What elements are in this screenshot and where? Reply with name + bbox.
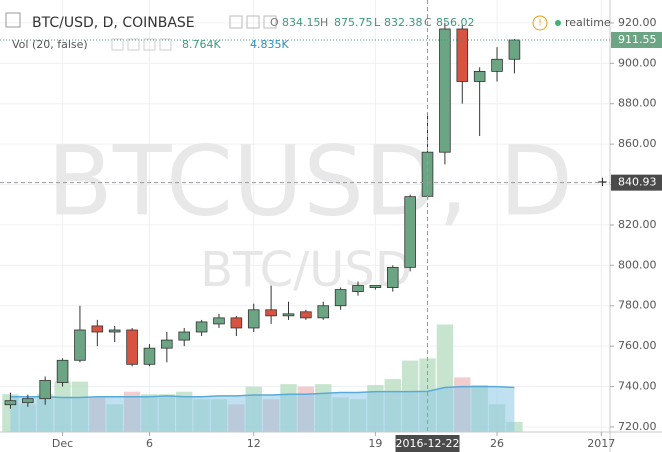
crosshair-price-box: [611, 174, 662, 191]
y-tick-label: 880.00: [618, 97, 657, 110]
candle-body: [4, 400, 17, 406]
high-value: 875.75: [334, 16, 373, 29]
candle-body: [404, 196, 416, 268]
price-labels: 911.55 + 840.93 2016-12-22: [395, 31, 662, 452]
crosshair-date-label: 2016-12-22: [396, 437, 460, 450]
volume-ma-area: [10, 386, 515, 432]
candle-body: [265, 309, 277, 317]
close-label: C: [424, 16, 432, 29]
candle-body: [369, 285, 382, 288]
y-tick-label: 720.00: [618, 420, 657, 433]
candle-body: [473, 70, 486, 82]
volume-ma-value: 4.835K: [250, 38, 289, 51]
status-text: realtime: [565, 16, 611, 29]
y-tick-label: 900.00: [618, 56, 657, 69]
open-label: O: [270, 16, 279, 29]
open-value: 834.15: [282, 16, 321, 29]
y-tick-label: 860.00: [618, 137, 657, 150]
x-tick-label: 2017: [587, 437, 615, 450]
low-label: L: [374, 16, 381, 29]
candle-body: [300, 311, 312, 319]
candle-body: [108, 329, 121, 333]
candle-body: [161, 339, 173, 349]
candle-body: [195, 321, 208, 333]
x-tick-label: 12: [247, 437, 261, 450]
candles: [0, 0, 610, 432]
crosshair-price-label: 840.93: [618, 176, 657, 189]
candle-body: [230, 317, 243, 329]
y-tick-label: 800.00: [618, 258, 657, 271]
candle-body: [22, 398, 34, 404]
volume-ma-line: [10, 385, 515, 399]
low-value: 832.38: [384, 16, 423, 29]
x-tick-label: 26: [490, 437, 504, 450]
candle-body: [126, 329, 138, 365]
symbol-title: BTC/USD, D, COINBASE: [32, 15, 195, 31]
volume-title: Vol (20, false): [12, 38, 88, 51]
crosshair-plus: +: [597, 175, 608, 190]
candle-body: [456, 28, 469, 82]
candle-body: [178, 331, 191, 341]
candle-body: [352, 285, 364, 292]
high-label: H: [320, 16, 328, 29]
y-tick-label: 920.00: [618, 16, 657, 29]
header-buttons[interactable]: [229, 15, 277, 29]
y-tick-label: 760.00: [618, 339, 657, 352]
candle-body: [213, 317, 225, 325]
candle-body: [334, 289, 347, 307]
grid: [0, 0, 610, 432]
volume-buttons[interactable]: [111, 38, 172, 51]
candle-body: [386, 266, 399, 288]
symbol-icon[interactable]: [5, 12, 21, 28]
candle-body: [74, 329, 86, 361]
y-tick-label: 780.00: [618, 299, 657, 312]
candle-body: [508, 39, 521, 60]
x-tick-label: Dec: [52, 437, 73, 450]
y-tick-label: 820.00: [618, 218, 657, 231]
x-tick-label: 19: [368, 437, 382, 450]
volume-value: 8.764K: [182, 38, 221, 51]
y-tick-label: 740.00: [618, 380, 657, 393]
warning-icon[interactable]: [532, 15, 548, 31]
status-dot: [555, 20, 561, 26]
candle-body: [56, 359, 69, 383]
x-tick-label: 6: [146, 437, 153, 450]
last-price-label: 911.55: [618, 33, 657, 46]
last-price-box: [611, 31, 662, 48]
candle-body: [39, 380, 51, 400]
watermark: BTCUSD, D: [47, 125, 573, 237]
crosshair-date-box: [395, 435, 460, 452]
candle-body: [491, 58, 503, 72]
candle-body: [91, 325, 104, 333]
close-value: 856.02: [436, 16, 475, 29]
candle-body: [143, 347, 156, 365]
candle-body: [317, 305, 330, 319]
candle-body: [282, 313, 295, 317]
watermark-symbol: BTC/USD: [200, 242, 412, 298]
warning-glyph: !: [538, 19, 542, 29]
candle-body: [247, 309, 260, 329]
candle-body: [439, 28, 451, 153]
